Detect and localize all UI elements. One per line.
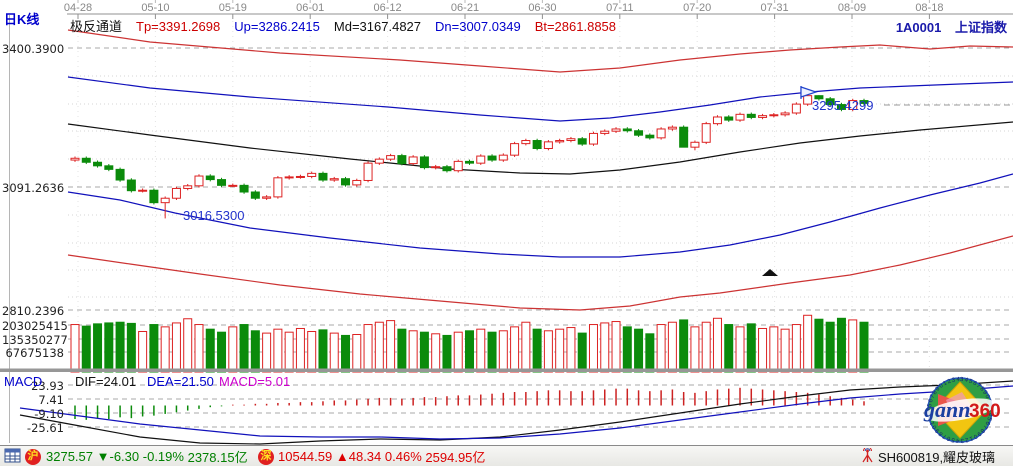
kline-period-label: 日K线	[4, 12, 40, 27]
index-title: 1A0001 上证指数	[896, 17, 1007, 36]
price-axis-label: 2810.2396	[2, 303, 65, 318]
price-axis-label: 3400.3900	[2, 41, 65, 56]
volume-axis-label: 203025415	[2, 318, 68, 333]
highest-price-label: 3295.4299	[812, 98, 874, 113]
channel-line-Tp	[67, 29, 1013, 73]
down-arrow-icon: ▼	[96, 449, 110, 464]
logo-text-gann: gann	[923, 397, 970, 422]
x-axis-date: 06-01	[296, 2, 325, 14]
indicator-legend: 极反通道 Tp=3391.2698 Up=3286.2415 Md=3167.4827…	[70, 16, 644, 35]
shanghai-index-quote[interactable]: 3275.57 ▼ -6.30 -0.19% 2378.15亿	[46, 448, 248, 465]
x-axis-date: 05-19	[218, 2, 247, 14]
sh-index-pct: -0.19%	[142, 449, 184, 464]
x-axis-date: 07-20	[683, 2, 712, 14]
stock-code-name: SH600819,耀皮玻璃	[878, 450, 996, 465]
macd-dea-line	[19, 385, 1013, 440]
index-code: 1A0001	[895, 20, 942, 35]
status-bar: 沪 3275.57 ▼ -6.30 -0.19% 2378.15亿 深 1054…	[0, 445, 1013, 466]
macd-dif-line	[19, 380, 1013, 445]
lowest-price-label: 3016.5300	[183, 208, 245, 223]
index-name: 上证指数	[954, 20, 1007, 35]
gann360-logo: 3456789012345678901234567890123456789012…	[923, 377, 1001, 443]
sz-index-change: 48.34	[348, 449, 382, 464]
candlestick-series	[70, 94, 869, 219]
sh-index-amount: 2378.15亿	[187, 450, 248, 465]
current-stock-label[interactable]: SH600819,耀皮玻璃	[878, 448, 995, 465]
channel-line-Bt	[67, 235, 1013, 311]
sz-index-pct: 0.46%	[384, 449, 422, 464]
pane-divider	[0, 368, 1013, 372]
volume-series	[70, 314, 869, 373]
volume-axis-label: 135350277	[2, 332, 68, 347]
shenzhen-index-quote[interactable]: 10544.59 ▲ 48.34 0.46% 2594.95亿	[278, 448, 485, 465]
x-axis-date: 06-21	[450, 2, 480, 14]
channel-line-Md	[67, 121, 1013, 175]
channel-param: Dn=3007.0349	[435, 19, 521, 34]
macd-axis-label: 7.41	[38, 392, 64, 407]
logo-text-360: 360	[969, 401, 1001, 422]
macd-header-item: MACD=5.01	[219, 374, 291, 389]
shanghai-badge: 沪	[25, 448, 41, 465]
channel-line-Up	[67, 76, 1013, 122]
black-triangle-marker	[762, 269, 778, 276]
channel-param: Up=3286.2415	[234, 19, 320, 34]
sh-index-change: -6.30	[109, 449, 140, 464]
macd-axis-label: -9.10	[34, 406, 64, 421]
volume-axis-label: 67675138	[5, 345, 64, 360]
macd-header-item: DIF=24.01	[75, 374, 137, 389]
shenzhen-market-icon[interactable]: 深	[258, 448, 274, 465]
x-axis-date: 08-09	[837, 2, 867, 14]
indicator-name: 极反通道	[70, 19, 123, 34]
sz-index-amount: 2594.95亿	[425, 450, 486, 465]
x-axis-date: 05-10	[141, 2, 170, 14]
sz-index-value: 10544.59	[278, 449, 333, 464]
x-axis-date: 06-12	[373, 2, 402, 14]
macd-histogram	[74, 387, 865, 420]
price-axis-label: 3091.2636	[2, 180, 65, 195]
sh-index-value: 3275.57	[46, 449, 93, 464]
shanghai-market-icon[interactable]: 沪	[25, 448, 41, 465]
shenzhen-badge: 深	[258, 448, 274, 465]
flag-marker-icon	[800, 86, 818, 98]
x-axis-date: 04-28	[63, 2, 93, 14]
x-axis-date: 08-18	[915, 2, 944, 14]
macd-header-item: MACD	[4, 374, 43, 389]
macd-header-item: DEA=21.50	[147, 374, 214, 389]
up-arrow-icon: ▲	[335, 449, 349, 464]
macd-axis-label: -25.61	[26, 420, 64, 435]
x-axis-date: 06-30	[528, 2, 557, 14]
macd-axis-label: 23.93	[31, 378, 64, 393]
channel-param: Bt=2861.8858	[534, 19, 617, 34]
channel-param: Tp=3391.2698	[136, 19, 221, 34]
channel-param: Md=3167.4827	[333, 19, 422, 34]
x-axis-date: 07-31	[760, 2, 789, 14]
channel-line-Dn	[67, 173, 1013, 258]
x-axis-date: 07-11	[606, 2, 634, 14]
